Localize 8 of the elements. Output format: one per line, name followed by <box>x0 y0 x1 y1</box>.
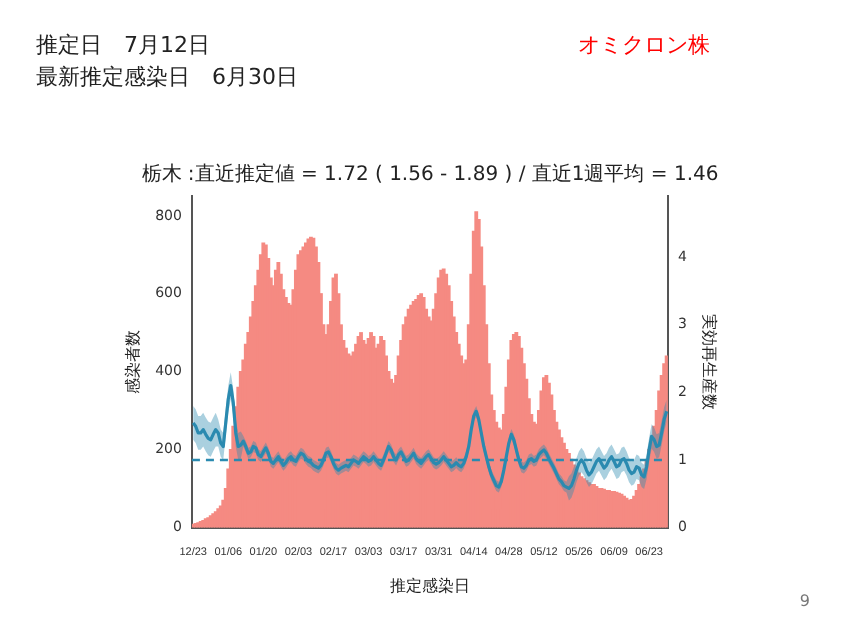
y-axis-title: 感染者数 <box>123 330 142 394</box>
text: 栃木 :直近推定値 = 1.72 ( 1.56 - 1.89 ) / 直近1週平均 = 1.46 <box>141 161 719 188</box>
chart-subtitle: 最新推定感染日 6月30日 <box>36 62 298 92</box>
text: オミクロン株 <box>578 30 710 60</box>
chart-title: 推定日 7月12日 <box>36 30 210 60</box>
y2-axis-title: 実効再生産数 <box>700 314 719 410</box>
text: 9 <box>799 592 810 610</box>
x-axis-title: 推定感染日 <box>389 576 470 595</box>
